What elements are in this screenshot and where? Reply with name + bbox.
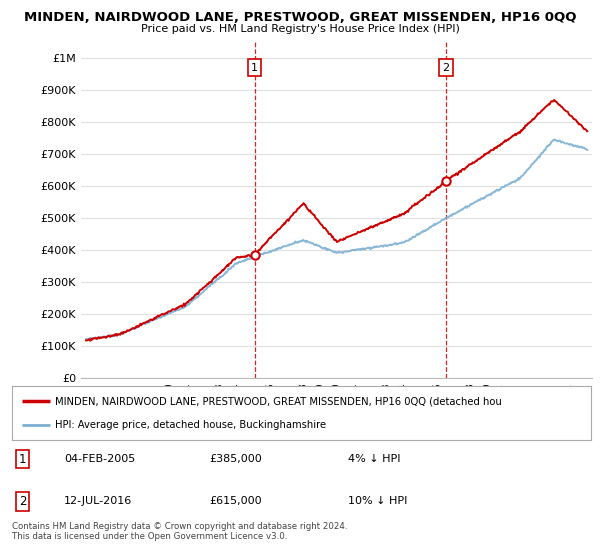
Text: £385,000: £385,000 [209,454,262,464]
Text: 2: 2 [19,495,26,508]
Text: Contains HM Land Registry data © Crown copyright and database right 2024.
This d: Contains HM Land Registry data © Crown c… [12,522,347,542]
Text: MINDEN, NAIRDWOOD LANE, PRESTWOOD, GREAT MISSENDEN, HP16 0QQ (detached hou: MINDEN, NAIRDWOOD LANE, PRESTWOOD, GREAT… [55,396,502,407]
Text: 10% ↓ HPI: 10% ↓ HPI [348,496,407,506]
Text: £615,000: £615,000 [209,496,262,506]
Text: 4% ↓ HPI: 4% ↓ HPI [348,454,400,464]
Text: HPI: Average price, detached house, Buckinghamshire: HPI: Average price, detached house, Buck… [55,419,326,430]
Text: 04-FEB-2005: 04-FEB-2005 [64,454,136,464]
Text: Price paid vs. HM Land Registry's House Price Index (HPI): Price paid vs. HM Land Registry's House … [140,24,460,34]
Text: 12-JUL-2016: 12-JUL-2016 [64,496,133,506]
Text: MINDEN, NAIRDWOOD LANE, PRESTWOOD, GREAT MISSENDEN, HP16 0QQ: MINDEN, NAIRDWOOD LANE, PRESTWOOD, GREAT… [24,11,576,24]
Text: 2: 2 [442,63,449,73]
Text: 1: 1 [19,452,26,465]
Text: 1: 1 [251,63,258,73]
